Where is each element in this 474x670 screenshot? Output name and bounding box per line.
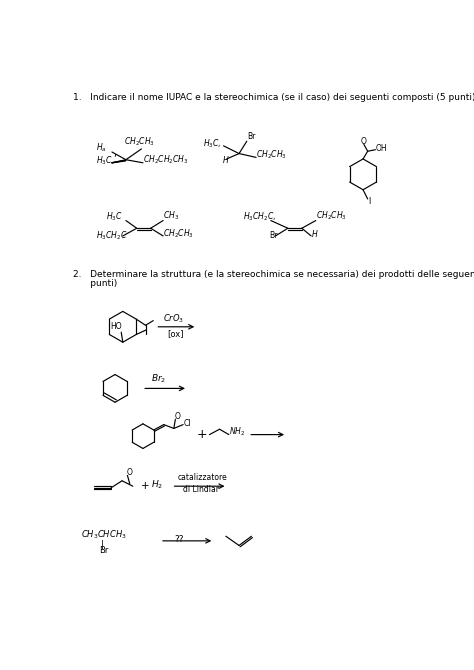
Text: HO: HO (110, 322, 122, 331)
Text: +: + (197, 428, 208, 441)
Text: $CH_2CH_3$: $CH_2CH_3$ (316, 210, 346, 222)
Text: punti): punti) (73, 279, 118, 288)
Text: $H_3C$: $H_3C$ (106, 210, 122, 223)
Text: $CH_2CH_2CH_3$: $CH_2CH_2CH_3$ (143, 153, 189, 166)
Text: I: I (368, 197, 371, 206)
Text: $H_a$: $H_a$ (96, 142, 107, 154)
Text: $H$: $H$ (222, 154, 229, 165)
Text: catalizzatore: catalizzatore (178, 473, 228, 482)
Text: OH: OH (375, 143, 387, 153)
Text: O: O (174, 411, 181, 421)
Text: $H_3C$: $H_3C$ (96, 155, 113, 168)
Text: [ox]: [ox] (168, 329, 184, 338)
Text: $NH_2$: $NH_2$ (229, 425, 245, 438)
Text: O: O (127, 468, 133, 477)
Text: Cl: Cl (183, 419, 191, 427)
Text: Br: Br (99, 546, 108, 555)
Text: $H$: $H$ (311, 228, 319, 239)
Text: 1.   Indicare il nome IUPAC e la stereochimica (se il caso) dei seguenti compost: 1. Indicare il nome IUPAC e la stereochi… (73, 93, 474, 102)
Text: |: | (101, 540, 104, 549)
Text: +: + (141, 481, 149, 491)
Text: ??: ?? (174, 535, 183, 544)
Text: $H_3CH_2C,$: $H_3CH_2C,$ (243, 210, 276, 223)
Text: Br: Br (269, 231, 278, 241)
Text: $CH_2CH_3$: $CH_2CH_3$ (256, 149, 287, 161)
Text: $H_3CH_2C$: $H_3CH_2C$ (96, 230, 128, 242)
Text: $CH_2CH_3$: $CH_2CH_3$ (124, 136, 155, 148)
Text: $H_3C,$: $H_3C,$ (203, 137, 222, 150)
Text: $CH_3CHCH_3$: $CH_3CHCH_3$ (81, 529, 127, 541)
Text: Br: Br (247, 132, 255, 141)
Text: 2.   Determinare la struttura (e la stereochimica se necessaria) dei prodotti de: 2. Determinare la struttura (e la stereo… (73, 270, 474, 279)
Text: $CrO_3$: $CrO_3$ (163, 312, 184, 324)
Text: $CH_3$: $CH_3$ (163, 210, 179, 222)
Text: di Lindlar: di Lindlar (183, 485, 219, 494)
Text: $,$: $,$ (113, 149, 117, 159)
Text: $Br_2$: $Br_2$ (151, 373, 166, 385)
Text: $H_2$: $H_2$ (151, 478, 163, 491)
Text: $CH_2CH_3$: $CH_2CH_3$ (163, 227, 194, 240)
Text: O: O (361, 137, 366, 146)
